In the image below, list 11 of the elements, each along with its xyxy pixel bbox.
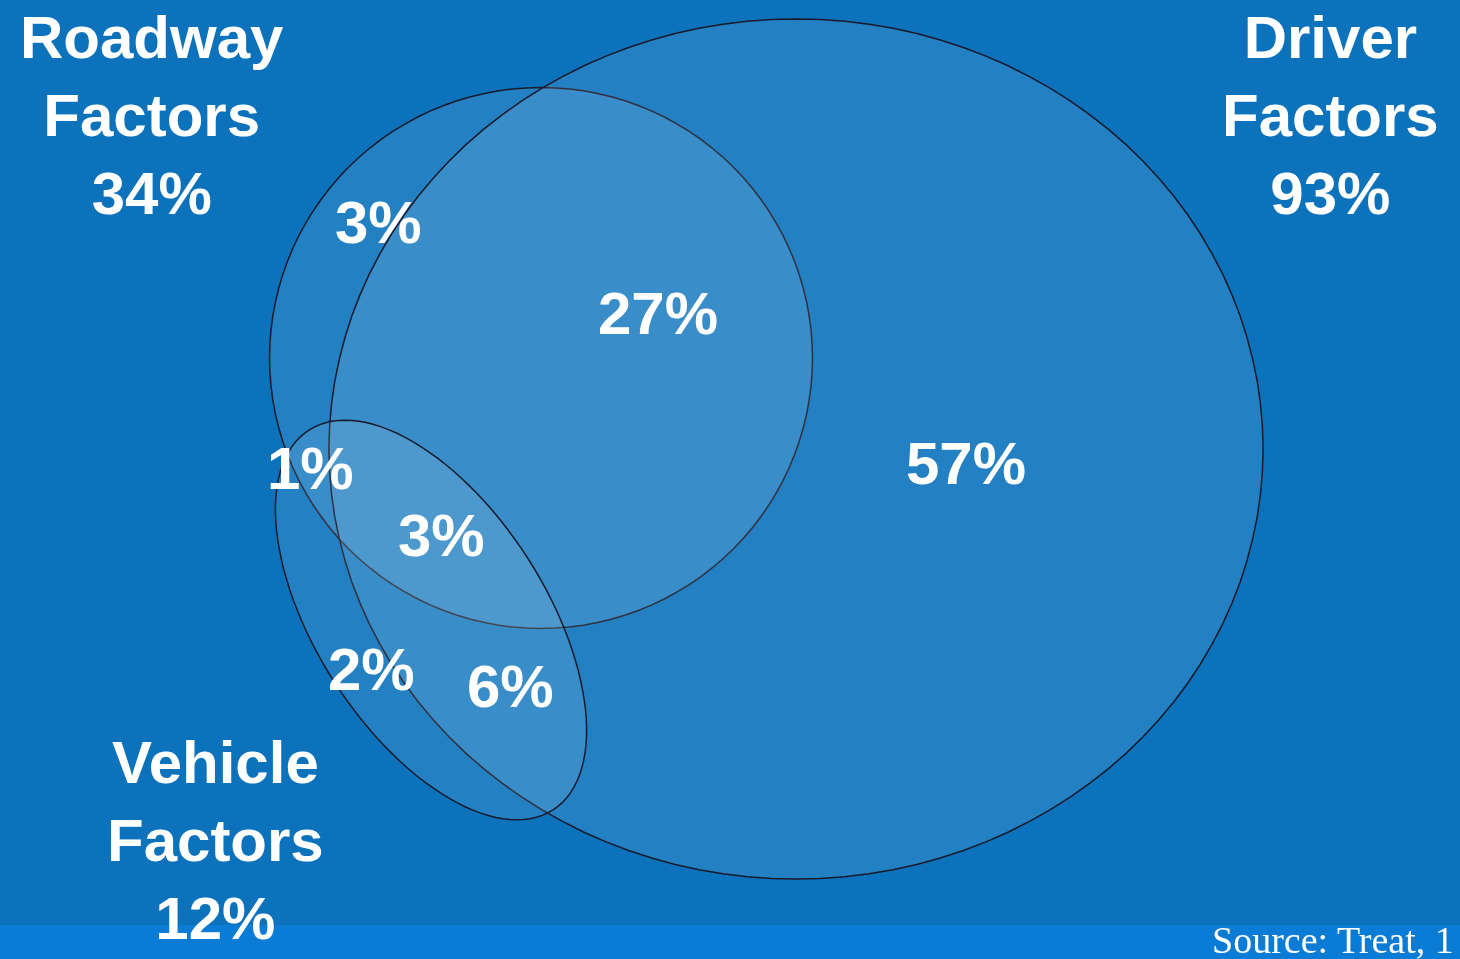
text: 6% [467, 653, 554, 720]
category-label: Driver Factors [1222, 4, 1439, 149]
data-label: 12% [155, 885, 276, 952]
data-label: 93% [1270, 160, 1391, 227]
category-label: Vehicle Factors [107, 729, 324, 874]
category-label: Roadway Factors [20, 4, 285, 149]
source-note: Source: Treat, 1 [1212, 919, 1454, 959]
text: 27% [598, 280, 719, 347]
data-label: 34% [91, 160, 212, 227]
text: 57% [906, 430, 1027, 497]
text: 3% [398, 502, 485, 569]
